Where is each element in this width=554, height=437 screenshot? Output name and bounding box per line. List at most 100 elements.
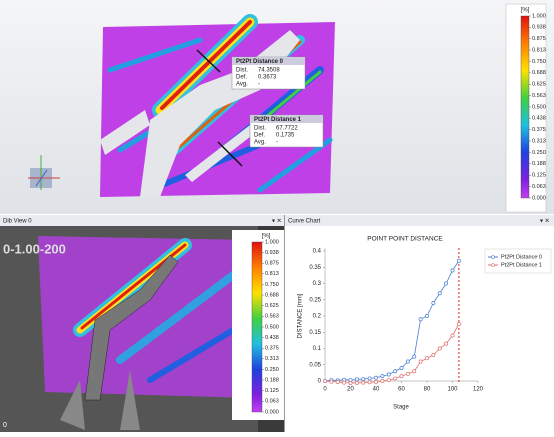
data-point	[386, 372, 391, 377]
series-line	[324, 260, 460, 382]
data-point	[386, 378, 391, 382]
data-point	[444, 341, 449, 346]
data-point	[393, 376, 398, 381]
colorbar-tick-label: 0.500	[265, 324, 279, 330]
colorbar-tick-label: 0.875	[265, 261, 279, 267]
callout-key: Def.	[236, 75, 247, 81]
colorbar-tick-label: 1.000	[532, 13, 546, 19]
x-tick-label: 60	[398, 387, 405, 393]
axis-gizmo	[28, 155, 60, 190]
colorbar-tick-label: 0.063	[265, 399, 279, 405]
colorbar-tick-label: 0.563	[532, 93, 546, 99]
colorbar-tick-label: 0.563	[265, 314, 279, 320]
callout-1: Pt2Pt Distance 1 Dist. 67.7722 Def. 0.17…	[249, 114, 324, 148]
callout-key: Def.	[254, 133, 265, 139]
pin-button[interactable]: ▾ ✕	[272, 219, 282, 225]
y-tick-label: 0.4	[313, 249, 322, 255]
colorbar-tick-label: 0.375	[265, 346, 279, 352]
callout-value: 0.3673	[258, 75, 277, 81]
colorbar-tick-label: 0.813	[532, 47, 546, 53]
x-tick-label: 100	[447, 387, 458, 393]
colorbar-tick-label: 0.875	[532, 36, 546, 42]
data-point	[444, 281, 449, 286]
data-point	[361, 380, 366, 385]
callout-key: Dist.	[254, 126, 266, 132]
y-tick-label: 0.05	[309, 362, 321, 368]
data-point	[374, 375, 378, 380]
y-tick-label: 0	[318, 379, 322, 385]
y-tick-label: 0.1	[313, 346, 322, 352]
colorbar-tick-label: 0.313	[265, 356, 279, 362]
data-point	[412, 354, 417, 359]
callout-0: Pt2Pt Distance 0 Dist. 74.3508 Def. 0.36…	[231, 56, 306, 90]
data-point	[405, 371, 410, 376]
y-tick-label: 0.2	[313, 314, 322, 320]
colorbar-tick-label: 1.000	[265, 239, 279, 245]
colorbar-unit: [%]	[521, 8, 530, 14]
data-point	[450, 333, 455, 338]
colorbar	[251, 241, 263, 413]
image-overlay	[0, 226, 258, 432]
callout-key: Avg.	[254, 140, 266, 146]
panel-title-bar	[0, 215, 284, 226]
overlay-label: 0-1.00-200	[3, 241, 66, 256]
x-tick-label: 0	[323, 387, 327, 393]
y-tick-label: 0.25	[309, 297, 321, 303]
colorbar-ticks: 1.000 0.938 0.875 0.813 0.750 0.688 0.625 0.563…	[262, 239, 279, 415]
data-point	[431, 301, 436, 305]
plot: 0 0.05 0.1 0.15 0.2 0.25 0.3 0.35 0.4 0 20 40 60 80 10…	[309, 248, 552, 393]
data-point	[374, 380, 378, 384]
panel-title: Dib View 0	[3, 219, 32, 225]
callout-title: Pt2Pt Distance 1	[254, 117, 302, 123]
data-point	[425, 314, 429, 318]
y-tick-label: 0.15	[309, 330, 321, 336]
colorbar-tick-label: 0.688	[532, 70, 546, 76]
x-tick-label: 80	[424, 387, 431, 393]
legend-label: Pt2Pt Distance 0	[501, 254, 542, 260]
chart-title: POINT POINT DISTANCE	[367, 236, 443, 243]
data-point	[393, 369, 398, 374]
colorbar-tick-label: 0.000	[265, 409, 279, 415]
colorbar-tick-label: 0.188	[532, 161, 546, 167]
pin-button[interactable]: ▾ ✕	[540, 219, 550, 225]
y-tick-label: 0.35	[309, 265, 321, 271]
x-tick-label: 40	[373, 387, 380, 393]
data-point	[437, 291, 442, 296]
colorbar	[520, 15, 530, 199]
data-point	[367, 376, 372, 381]
colorbar-tick-label: 0.500	[532, 104, 546, 110]
data-point	[418, 359, 423, 364]
callout-value: 67.7722	[276, 126, 298, 132]
colorbar-tick-label: 0.625	[265, 303, 279, 309]
callout-value: 0.1735	[276, 133, 295, 139]
colorbar-tick-label: 0.438	[265, 335, 279, 341]
callout-value: -	[276, 140, 278, 146]
data-point	[437, 346, 442, 351]
x-axis-label: Stage	[393, 405, 409, 411]
colorbar-tick-label: 0.313	[532, 138, 546, 144]
data-point	[431, 353, 436, 357]
series-line	[324, 323, 460, 384]
colorbar-tick-label: 0.813	[265, 271, 279, 277]
data-point	[329, 379, 334, 384]
callout-value: -	[258, 82, 260, 88]
panel-title: Curve Chart	[288, 219, 321, 225]
callout-key: Avg.	[236, 82, 248, 88]
colorbar-tick-label: 0.750	[532, 59, 546, 65]
frame-label: 0	[3, 422, 7, 429]
colorbar-tick-label: 0.938	[532, 25, 546, 31]
colorbar-unit: [%]	[262, 234, 271, 240]
data-point	[399, 374, 404, 379]
y-tick-label: 0.3	[313, 281, 322, 287]
data-point	[367, 380, 372, 385]
callout-key: Dist.	[236, 68, 248, 74]
colorbar-tick-label: 0.375	[532, 127, 546, 133]
colorbar-tick-label: 0.125	[532, 173, 546, 179]
colorbar-tick-label: 0.438	[532, 116, 546, 122]
data-point	[354, 381, 359, 385]
y-axis-label: DISTANCE [mm]	[298, 293, 304, 338]
colorbar-tick-label: 0.250	[265, 367, 279, 373]
legend-swatch-marker	[491, 255, 495, 259]
data-point	[361, 377, 366, 381]
